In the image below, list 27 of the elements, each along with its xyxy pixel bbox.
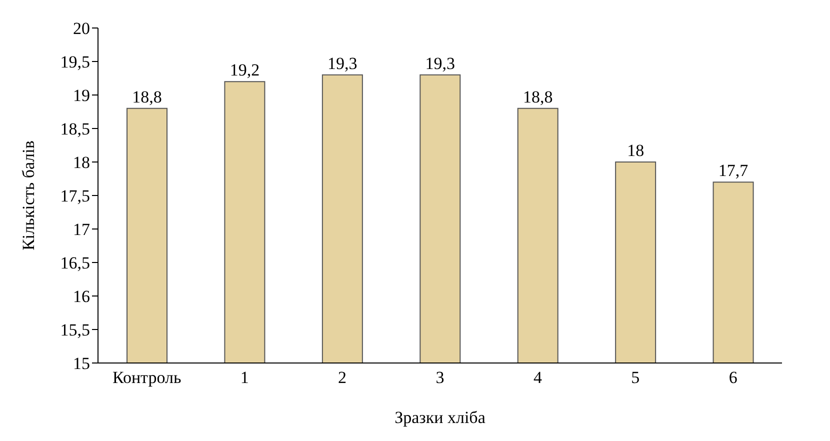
x-tick-label: 4 <box>533 368 542 388</box>
data-label: 19,3 <box>328 54 358 73</box>
y-tick-label: 19 <box>73 86 90 106</box>
y-axis-title: Кількість балів <box>19 140 38 250</box>
x-tick-label: 2 <box>338 368 347 388</box>
data-label: 19,3 <box>425 54 456 73</box>
data-label: 18,8 <box>132 87 162 106</box>
y-tick-label: 17,5 <box>60 186 90 206</box>
y-tick-label: 15 <box>73 354 90 374</box>
y-tick-label: 20 <box>73 19 90 38</box>
y-tick-label: 18,5 <box>60 120 90 139</box>
x-axis-title: Зразки хліба <box>394 408 486 427</box>
y-tick-label: 15,5 <box>60 320 90 340</box>
x-tick-label: 3 <box>436 368 444 388</box>
y-tick-label: 17 <box>73 220 90 240</box>
data-label: 19,2 <box>230 60 260 80</box>
y-tick-label: 16,5 <box>60 254 90 273</box>
x-tick-label: Контроль <box>112 368 182 388</box>
x-tick-label: 6 <box>728 368 738 388</box>
x-tick-label: 5 <box>631 368 640 388</box>
data-label: 18,8 <box>522 87 553 106</box>
y-tick-label: 18 <box>73 153 90 172</box>
data-label: 17,7 <box>718 161 749 180</box>
x-tick-label: 1 <box>240 368 249 388</box>
y-tick-label: 16 <box>73 287 90 306</box>
y-tick-label: 19,5 <box>60 52 90 72</box>
data-label: 18 <box>627 141 644 160</box>
